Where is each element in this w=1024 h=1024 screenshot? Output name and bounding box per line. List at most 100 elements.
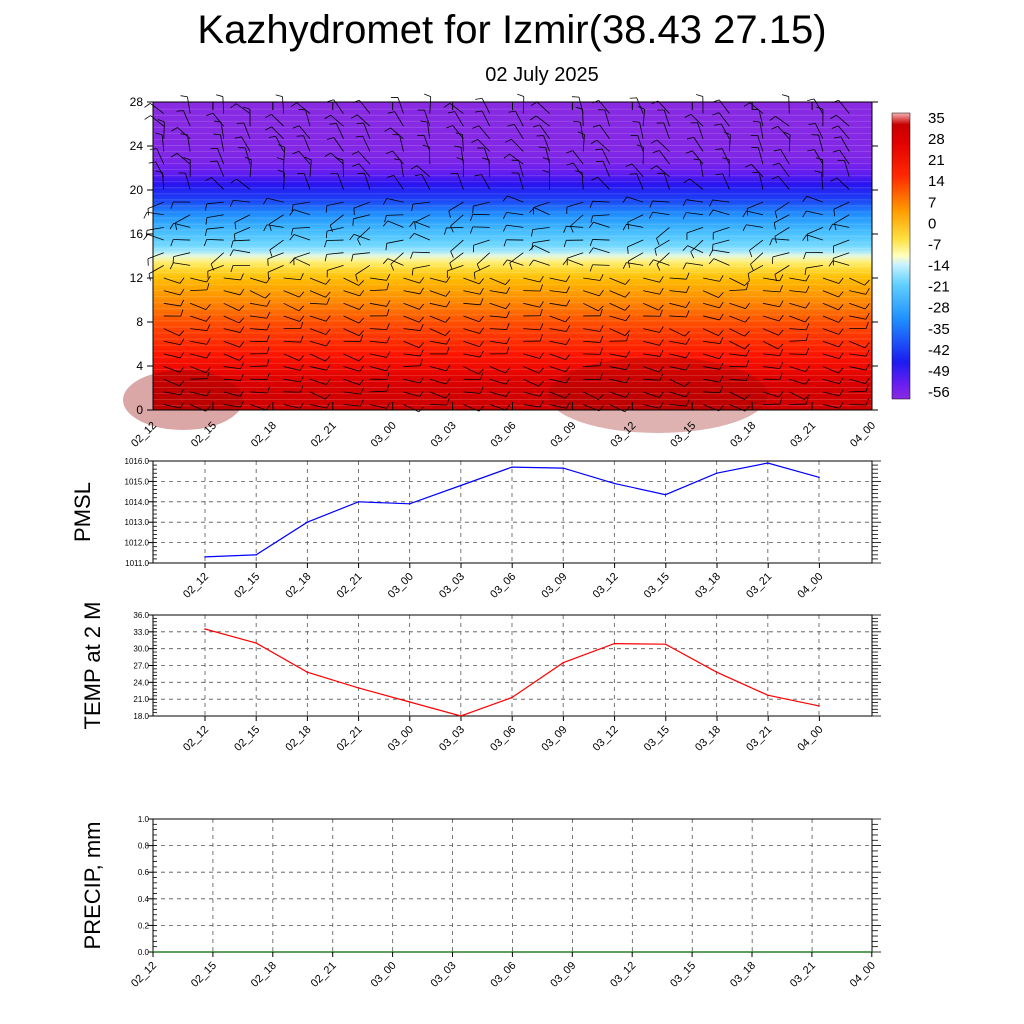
wind-barb xyxy=(309,315,327,322)
y-tick-label: 1011.0 xyxy=(125,559,149,568)
wind-barb xyxy=(642,391,660,398)
wind-barb-flag xyxy=(690,251,695,259)
wind-barb xyxy=(789,353,807,355)
wind-barb-flag xyxy=(659,276,664,283)
wind-barb-flag xyxy=(299,291,305,298)
wind-barb-flag xyxy=(808,123,816,125)
wind-barb xyxy=(602,160,610,177)
wind-barb xyxy=(399,134,404,152)
wind-barb-flag xyxy=(659,373,664,381)
wind-barb-flag xyxy=(590,139,598,145)
wind-barb-flag xyxy=(749,250,753,258)
wind-barb-flag xyxy=(709,199,713,207)
wind-barb-flag xyxy=(723,131,731,135)
wind-barb xyxy=(509,252,524,264)
wind-barb-flag xyxy=(838,304,844,311)
wind-barb xyxy=(190,315,207,322)
wind-barb xyxy=(358,151,371,165)
wind-barb-flag xyxy=(589,239,593,247)
wind-barb xyxy=(233,249,251,254)
wind-barb xyxy=(592,264,610,266)
wind-barb xyxy=(369,390,387,393)
wind-barb xyxy=(429,340,447,345)
wind-barb-flag xyxy=(682,212,687,219)
x-tick-label: 03_21 xyxy=(744,571,774,601)
wind-barb xyxy=(822,315,839,323)
wind-barb xyxy=(234,227,251,235)
wind-barb xyxy=(423,135,431,152)
wind-barb-flag xyxy=(566,150,574,154)
wind-barb-flag xyxy=(360,387,364,395)
wind-barb xyxy=(353,214,370,220)
wind-barb xyxy=(187,96,191,114)
wind-barb xyxy=(249,302,267,307)
wind-barb xyxy=(822,328,840,335)
wind-barb xyxy=(369,289,387,292)
wind-barb xyxy=(523,404,541,408)
wind-barb xyxy=(656,165,670,178)
wind-barb xyxy=(757,135,764,152)
wind-barb-flag xyxy=(206,112,214,117)
wind-barb-flag xyxy=(565,392,571,399)
wind-barb xyxy=(207,264,224,272)
wind-barb-flag xyxy=(686,399,690,407)
x-tick-label: 03_06 xyxy=(488,724,518,754)
wind-barb xyxy=(309,391,326,400)
wind-barb xyxy=(815,123,824,140)
wind-barb xyxy=(217,148,225,165)
wind-barb-flag xyxy=(828,260,834,267)
wind-barb xyxy=(163,290,181,296)
wind-barb xyxy=(163,353,181,359)
wind-barb-flag xyxy=(624,291,631,298)
wind-barb xyxy=(190,353,207,359)
wind-barb-flag xyxy=(157,119,165,123)
wind-barb-flag xyxy=(685,301,691,308)
y-tick-label: 27.0 xyxy=(133,662,149,671)
wind-barb xyxy=(702,353,720,360)
wind-barb-flag xyxy=(266,346,270,354)
wind-barb-flag xyxy=(479,298,484,305)
wind-barb xyxy=(718,112,730,127)
wind-barb xyxy=(702,302,720,309)
wind-barb xyxy=(473,239,490,246)
wind-barb-flag xyxy=(539,275,544,283)
wind-barb xyxy=(446,227,464,229)
y-tick-label: 1016.0 xyxy=(125,457,150,466)
wind-barb-flag xyxy=(779,285,783,293)
wind-barb-flag xyxy=(682,262,687,270)
wind-barb xyxy=(789,366,806,373)
data-point xyxy=(204,556,206,558)
wind-barb xyxy=(163,366,180,373)
wind-barb-flag xyxy=(419,287,424,295)
wind-barb xyxy=(713,227,730,233)
wind-barb xyxy=(549,277,567,283)
wind-barb-flag xyxy=(325,340,331,347)
wind-barb xyxy=(822,290,839,298)
wind-barb xyxy=(305,109,311,127)
wind-barb xyxy=(729,315,746,323)
wind-barb-flag xyxy=(230,265,234,273)
wind-barb xyxy=(489,302,506,310)
wind-barb xyxy=(403,328,421,331)
wind-barb-flag xyxy=(719,386,723,393)
wind-barb xyxy=(669,340,687,345)
wind-barb-flag xyxy=(648,259,654,266)
wind-barb-flag xyxy=(769,116,776,121)
wind-barb-flag xyxy=(276,157,284,161)
wind-barb xyxy=(147,201,164,209)
wind-barb xyxy=(729,328,745,337)
wind-barb-flag xyxy=(807,98,815,101)
wind-barb xyxy=(579,122,584,139)
wind-barb xyxy=(429,328,446,337)
wind-barb-flag xyxy=(539,400,544,408)
wind-barb xyxy=(386,214,404,216)
wind-barb xyxy=(762,315,780,322)
wind-barb xyxy=(549,391,566,399)
wind-barb xyxy=(507,259,524,266)
wind-barb xyxy=(173,239,191,241)
wind-barb xyxy=(702,290,719,299)
wind-barb xyxy=(342,159,344,177)
wind-barb xyxy=(250,391,268,394)
wind-barb-flag xyxy=(505,390,511,397)
wind-barb xyxy=(849,378,866,384)
